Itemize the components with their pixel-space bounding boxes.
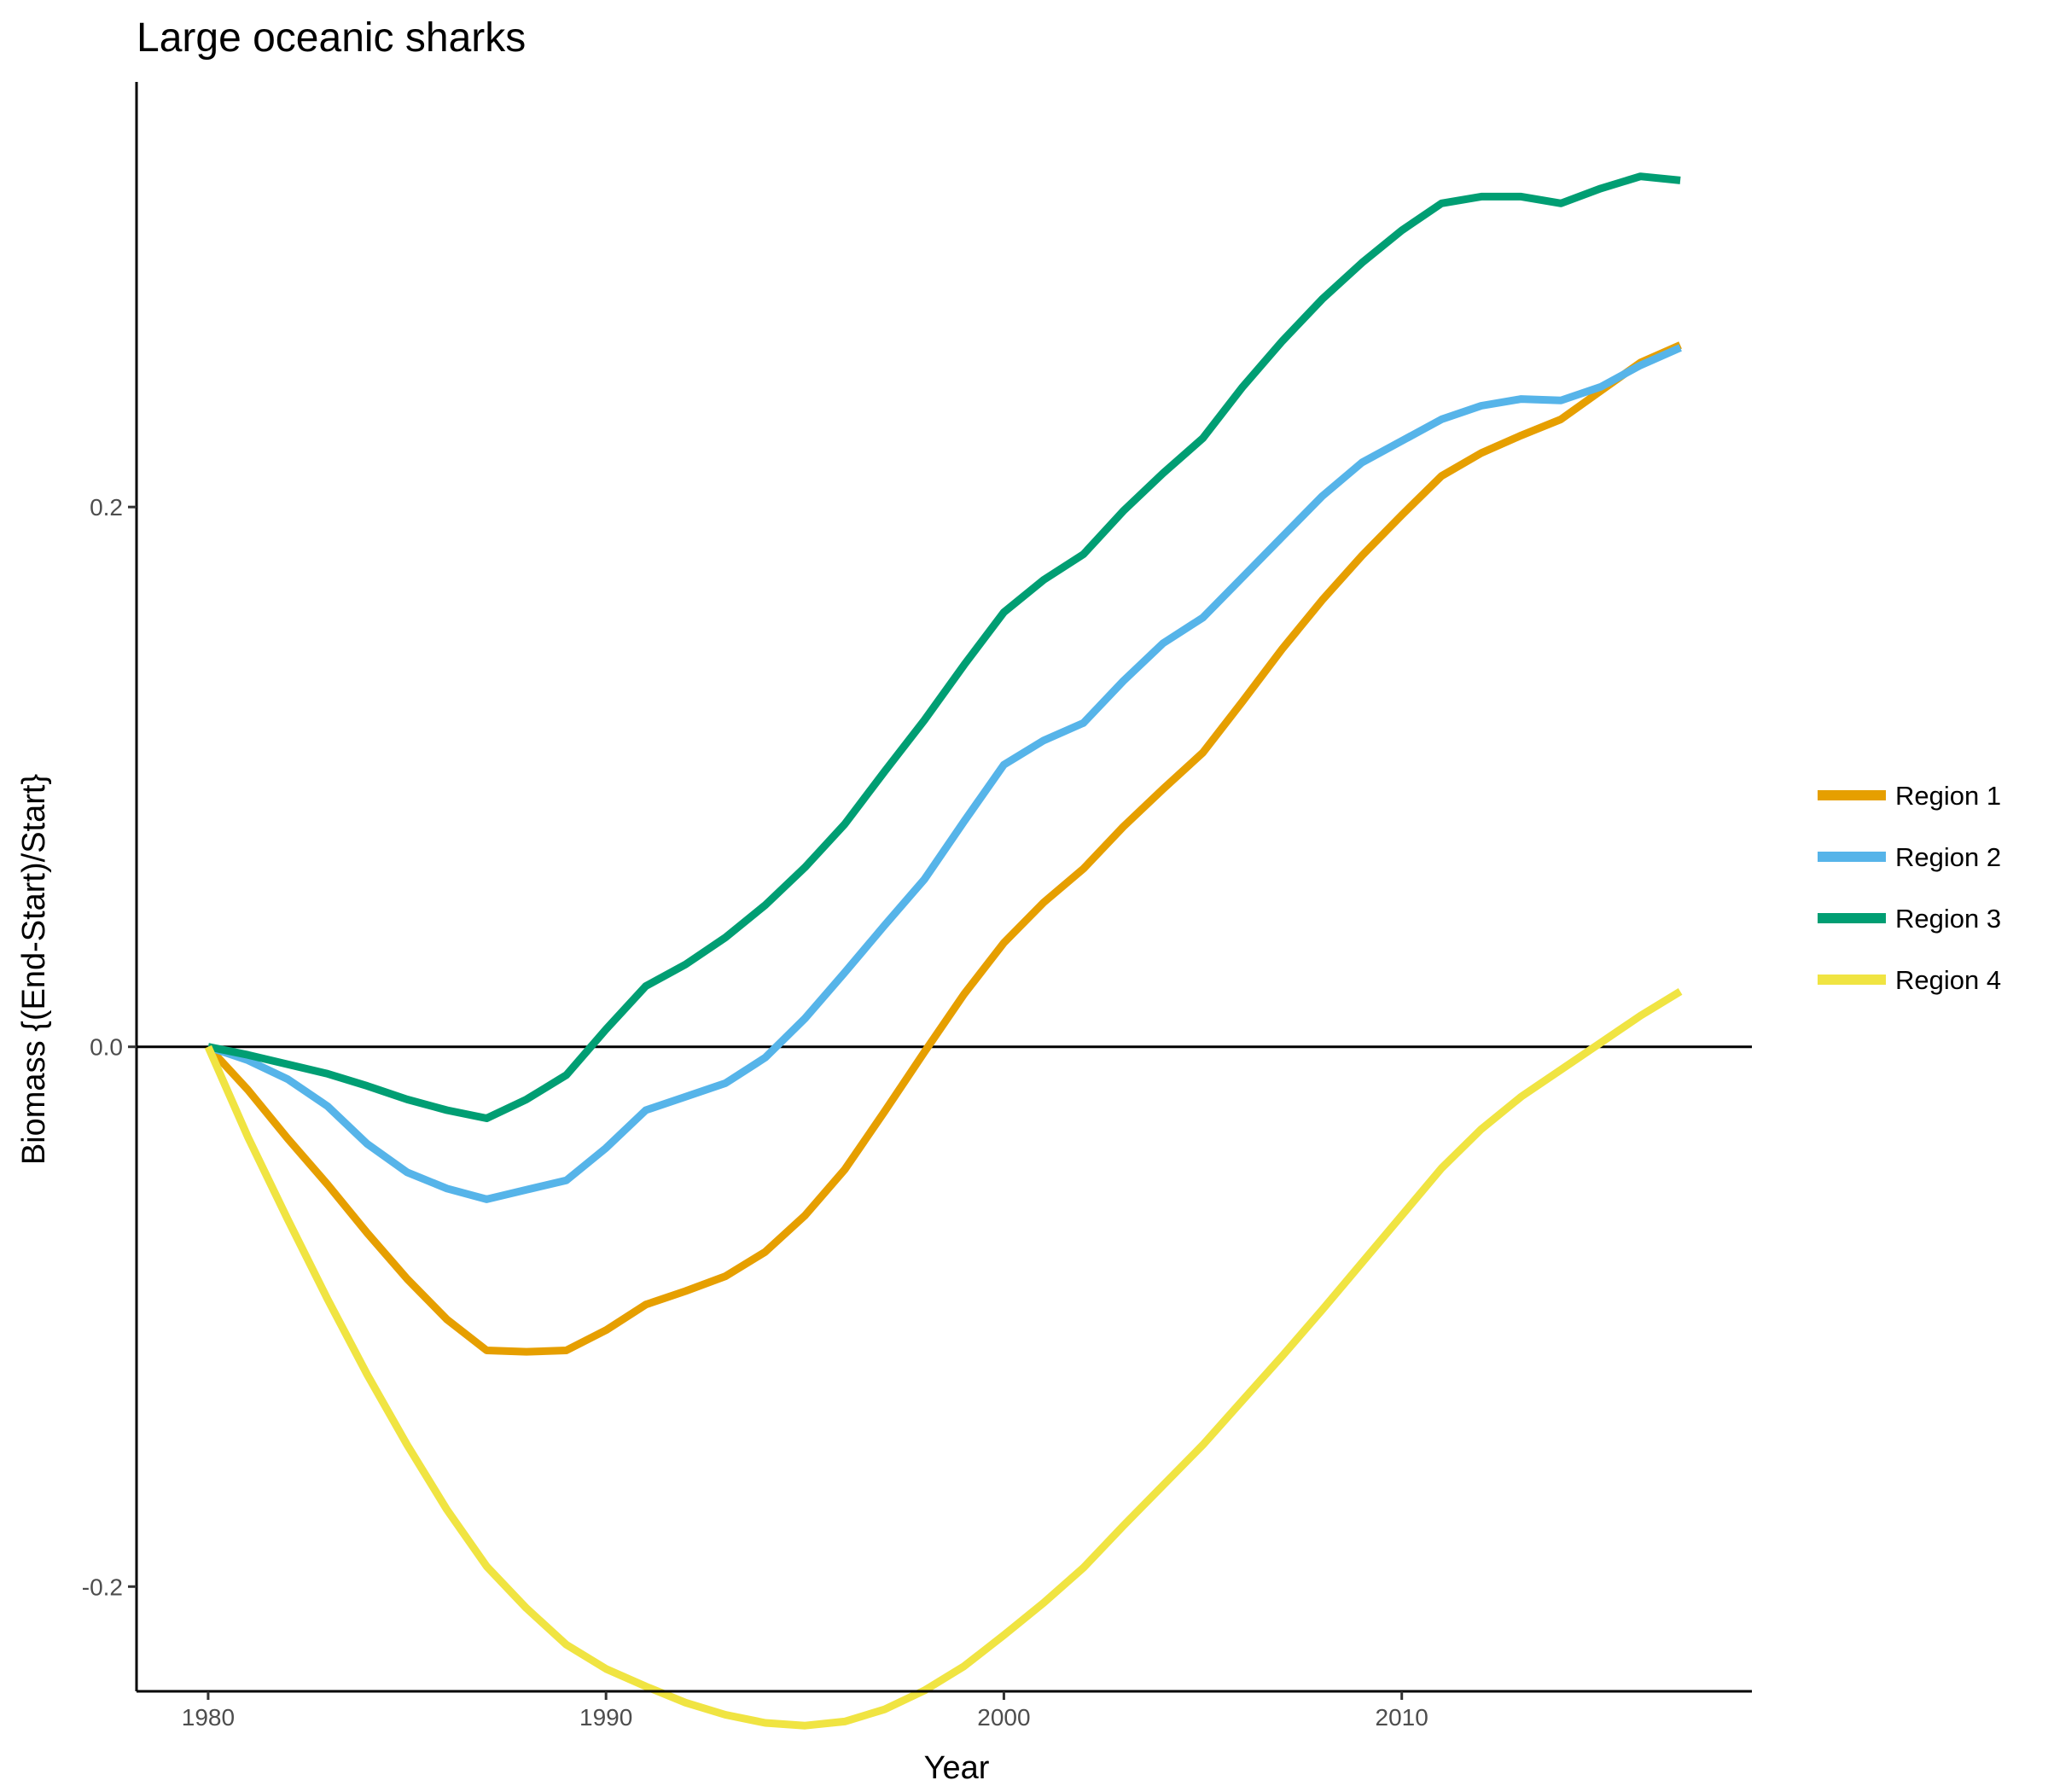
series-line-region-3 <box>207 172 1681 1122</box>
x-tick-label: 1980 <box>182 1704 235 1731</box>
legend-label-region-2: Region 2 <box>1895 842 2001 872</box>
y-tick-label: 0.2 <box>90 494 123 521</box>
plot-area: 1980 1990 2000 2010 -0.2 0.0 0.2 <box>82 82 1752 1731</box>
y-axis-ticks: -0.2 0.0 0.2 <box>82 494 137 1600</box>
legend-label-region-1: Region 1 <box>1895 781 2001 811</box>
x-axis-ticks: 1980 1990 2000 2010 <box>182 1691 1428 1731</box>
legend-label-region-3: Region 3 <box>1895 904 2001 934</box>
x-tick-label: 2000 <box>977 1704 1030 1731</box>
y-tick-label: 0.0 <box>90 1034 123 1061</box>
x-tick-label: 2010 <box>1376 1704 1428 1731</box>
y-tick-label: -0.2 <box>82 1574 123 1600</box>
series-line-region-2 <box>207 344 1682 1203</box>
x-tick-label: 1990 <box>579 1704 632 1731</box>
y-axis-title: Biomass {(End-Start)/Start} <box>16 774 52 1165</box>
x-axis-title: Year <box>924 1750 990 1786</box>
legend-label-region-4: Region 4 <box>1895 965 2001 995</box>
legend: Region 1 Region 2 Region 3 Region 4 <box>1818 781 2001 995</box>
chart-title: Large oceanic sharks <box>137 15 526 61</box>
series-line-region-4 <box>204 988 1683 1730</box>
series-line-region-1 <box>205 341 1682 1356</box>
series-layer <box>204 172 1683 1730</box>
